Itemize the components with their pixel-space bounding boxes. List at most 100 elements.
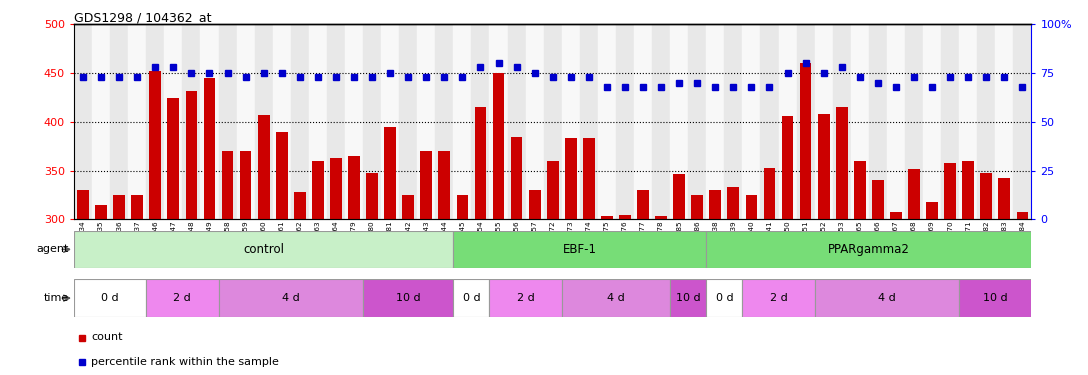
Bar	[764, 168, 776, 219]
Bar	[706, 279, 742, 317]
Bar	[800, 63, 812, 219]
Text: count: count	[91, 333, 123, 342]
Bar	[74, 231, 454, 268]
Bar	[493, 73, 505, 219]
Text: 10 d: 10 d	[676, 293, 701, 303]
Bar	[706, 231, 1031, 268]
Text: EBF-1: EBF-1	[562, 243, 597, 256]
Text: PPARgamma2: PPARgamma2	[828, 243, 910, 256]
Bar	[258, 115, 270, 219]
Bar	[454, 24, 471, 219]
Bar	[149, 71, 161, 219]
Bar	[507, 24, 526, 219]
Bar	[529, 190, 541, 219]
Text: 10 d: 10 d	[982, 293, 1007, 303]
Text: control: control	[243, 243, 284, 256]
Bar	[273, 24, 290, 219]
Text: 4 d: 4 d	[607, 293, 625, 303]
Bar	[96, 205, 107, 219]
Text: 0 d: 0 d	[462, 293, 480, 303]
Bar	[908, 169, 919, 219]
Bar	[164, 24, 183, 219]
Bar	[203, 78, 215, 219]
Bar	[471, 24, 490, 219]
Bar	[74, 24, 92, 219]
Bar	[490, 279, 561, 317]
Text: 2 d: 2 d	[517, 293, 534, 303]
Bar	[544, 24, 561, 219]
Bar	[403, 195, 415, 219]
Bar	[761, 24, 779, 219]
Bar	[742, 24, 761, 219]
Bar	[781, 116, 793, 219]
Bar	[420, 151, 432, 219]
Bar	[815, 24, 832, 219]
Bar	[454, 231, 706, 268]
Bar	[796, 24, 815, 219]
Bar	[745, 195, 757, 219]
Bar	[239, 151, 251, 219]
Bar	[526, 24, 544, 219]
Bar	[168, 98, 180, 219]
Bar	[294, 192, 306, 219]
Bar	[363, 24, 381, 219]
Bar	[417, 24, 435, 219]
Bar	[200, 24, 219, 219]
Bar	[290, 24, 309, 219]
Bar	[941, 24, 960, 219]
Bar	[276, 132, 287, 219]
Bar	[222, 151, 234, 219]
Bar	[832, 24, 851, 219]
Bar	[561, 24, 580, 219]
Bar	[673, 174, 685, 219]
Bar	[236, 24, 255, 219]
Bar	[742, 279, 815, 317]
Bar	[348, 156, 360, 219]
Bar	[1016, 211, 1028, 219]
Bar	[363, 279, 454, 317]
Bar	[399, 24, 417, 219]
Text: time: time	[44, 293, 69, 303]
Bar	[836, 107, 848, 219]
Bar	[1013, 24, 1031, 219]
Bar	[255, 24, 273, 219]
Bar	[219, 279, 363, 317]
Text: percentile rank within the sample: percentile rank within the sample	[91, 357, 280, 367]
Bar	[598, 24, 616, 219]
Bar	[818, 114, 829, 219]
Bar	[689, 24, 706, 219]
Bar	[113, 195, 125, 219]
Bar	[926, 202, 938, 219]
Bar	[996, 24, 1013, 219]
Bar	[670, 24, 689, 219]
Bar	[691, 195, 703, 219]
Bar	[186, 91, 197, 219]
Bar	[583, 138, 595, 219]
Bar	[944, 163, 956, 219]
Bar	[183, 24, 200, 219]
Text: 0 d: 0 d	[101, 293, 119, 303]
Bar	[580, 24, 598, 219]
Bar	[871, 180, 883, 219]
Bar	[92, 24, 110, 219]
Bar	[490, 24, 507, 219]
Text: 2 d: 2 d	[769, 293, 788, 303]
Bar	[962, 161, 974, 219]
Bar	[999, 178, 1010, 219]
Bar	[601, 216, 613, 219]
Bar	[74, 279, 146, 317]
Bar	[438, 151, 450, 219]
Bar	[219, 24, 236, 219]
Bar	[725, 24, 742, 219]
Bar	[565, 138, 577, 219]
Bar	[709, 190, 721, 219]
Bar	[381, 24, 399, 219]
Bar	[132, 195, 144, 219]
Text: agent: agent	[36, 244, 69, 254]
Bar	[128, 24, 146, 219]
Text: 4 d: 4 d	[282, 293, 299, 303]
Bar	[312, 161, 324, 219]
Bar	[367, 172, 378, 219]
Bar	[616, 24, 634, 219]
Bar	[887, 24, 905, 219]
